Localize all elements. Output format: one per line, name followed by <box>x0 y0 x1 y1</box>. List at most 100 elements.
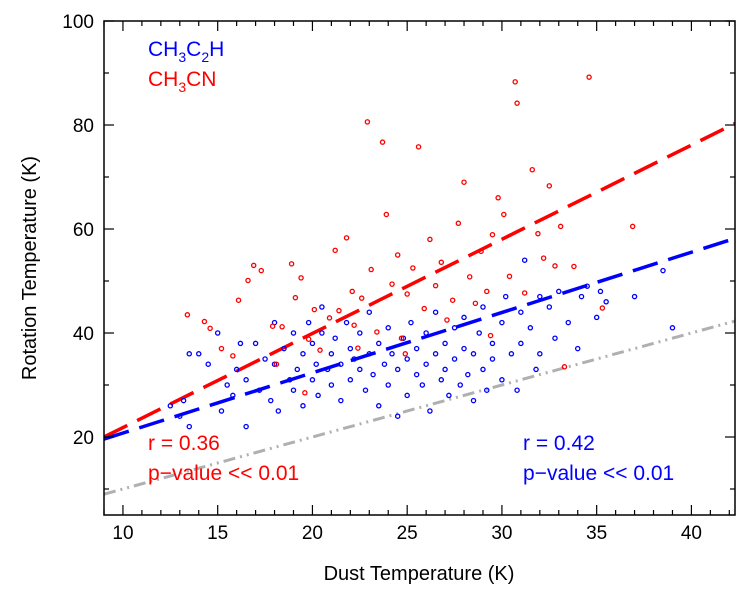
legend-part-1-1: 3 <box>178 79 186 95</box>
annotation-ch3cn-r: r = 0.36 <box>148 432 220 455</box>
point-s0-45 <box>351 356 357 362</box>
legend-part-0-2: C <box>186 38 201 61</box>
point-s1-20 <box>336 307 342 314</box>
point-s1-45 <box>472 300 479 307</box>
point-s0-60 <box>400 335 407 341</box>
point-s0-84 <box>476 330 482 336</box>
x-tick-label-15: 15 <box>207 523 228 544</box>
legend-part-1-2: CN <box>186 68 216 91</box>
point-s0-3 <box>186 423 193 430</box>
point-s0-24 <box>290 387 297 393</box>
y-tick-label-80: 80 <box>73 116 94 137</box>
point-s1-1 <box>201 318 208 325</box>
point-s1-60 <box>557 223 564 230</box>
point-s0-99 <box>533 366 539 373</box>
point-s0-77 <box>451 356 458 362</box>
y-tick-label-20: 20 <box>73 428 94 449</box>
point-s1-43 <box>461 179 467 185</box>
point-s1-14 <box>298 275 304 281</box>
point-s0-18 <box>268 397 274 404</box>
point-s0-73 <box>442 340 448 347</box>
point-s0-109 <box>593 314 600 321</box>
point-s0-112 <box>631 293 638 300</box>
point-s1-32 <box>398 335 405 341</box>
point-s1-50 <box>501 211 507 218</box>
point-s0-49 <box>366 351 373 357</box>
point-s0-82 <box>470 351 477 357</box>
point-s1-6 <box>245 277 251 284</box>
point-s1-68 <box>561 364 568 370</box>
point-s0-89 <box>489 356 496 362</box>
point-s0-22 <box>281 345 287 352</box>
point-s0-0 <box>167 403 174 409</box>
point-s1-4 <box>230 353 236 359</box>
point-s1-49 <box>495 195 501 201</box>
point-s0-93 <box>508 351 515 357</box>
point-s0-43 <box>347 377 354 383</box>
point-s1-21 <box>343 235 350 241</box>
point-s0-64 <box>413 371 420 378</box>
point-s0-91 <box>499 377 505 383</box>
x-tick-label-40: 40 <box>681 523 702 544</box>
point-s1-39 <box>438 259 445 266</box>
point-s1-52 <box>512 79 518 85</box>
point-s0-46 <box>357 366 363 373</box>
point-s1-56 <box>535 230 541 237</box>
point-s1-8 <box>258 267 265 274</box>
point-s0-5 <box>195 351 202 357</box>
legend-part-0-3: 2 <box>201 49 209 65</box>
point-s1-46 <box>478 248 484 255</box>
point-s1-48 <box>489 231 496 238</box>
point-s1-63 <box>599 305 606 311</box>
point-s1-25 <box>364 119 371 125</box>
legend-part-0-1: 3 <box>178 49 186 65</box>
annotations: r = 0.36 p−value << 0.01 r = 0.42 p−value <… <box>148 432 674 485</box>
point-s1-59 <box>552 263 558 269</box>
point-s0-11 <box>233 366 240 373</box>
plot-frame <box>103 20 736 516</box>
point-s0-58 <box>394 366 401 373</box>
legend-part-0-0: CH <box>148 38 178 61</box>
point-s1-40 <box>444 317 450 323</box>
point-s0-6 <box>205 361 211 367</box>
point-s0-102 <box>546 304 553 310</box>
point-s0-51 <box>370 371 376 378</box>
point-s0-25 <box>290 330 297 336</box>
point-s0-113 <box>660 267 666 274</box>
point-s0-21 <box>275 408 282 414</box>
point-s1-3 <box>218 345 225 352</box>
x-tick-label-10: 10 <box>112 523 133 544</box>
point-s1-69 <box>302 390 308 396</box>
point-s0-8 <box>218 408 225 414</box>
point-s0-87 <box>484 387 490 393</box>
point-s0-107 <box>578 293 585 300</box>
point-s1-31 <box>394 252 401 258</box>
point-s1-61 <box>571 263 577 270</box>
y-axis-title: Rotation Temperature (K) <box>19 156 41 380</box>
point-s1-36 <box>421 305 427 312</box>
point-s0-71 <box>432 309 439 315</box>
point-s1-16 <box>311 306 318 313</box>
point-s1-26 <box>368 266 374 273</box>
point-s0-55 <box>385 325 391 331</box>
point-s0-101 <box>537 351 543 357</box>
point-s0-85 <box>480 366 486 373</box>
point-s0-37 <box>328 351 335 357</box>
point-s0-63 <box>408 319 414 326</box>
point-s0-90 <box>499 319 505 326</box>
point-s0-108 <box>584 283 590 289</box>
x-tick-label-30: 30 <box>491 523 512 544</box>
point-s1-17 <box>317 347 323 353</box>
point-s0-29 <box>305 319 312 326</box>
point-s0-7 <box>214 330 221 336</box>
point-s1-29 <box>383 211 390 218</box>
legend-entry-0: CH3C2H <box>148 38 224 65</box>
point-s1-65 <box>351 322 357 328</box>
point-s0-36 <box>324 366 331 373</box>
point-s0-26 <box>294 366 301 373</box>
point-s0-40 <box>338 361 344 367</box>
point-s0-83 <box>470 397 477 404</box>
point-s1-33 <box>404 291 410 297</box>
point-s0-86 <box>480 304 486 310</box>
